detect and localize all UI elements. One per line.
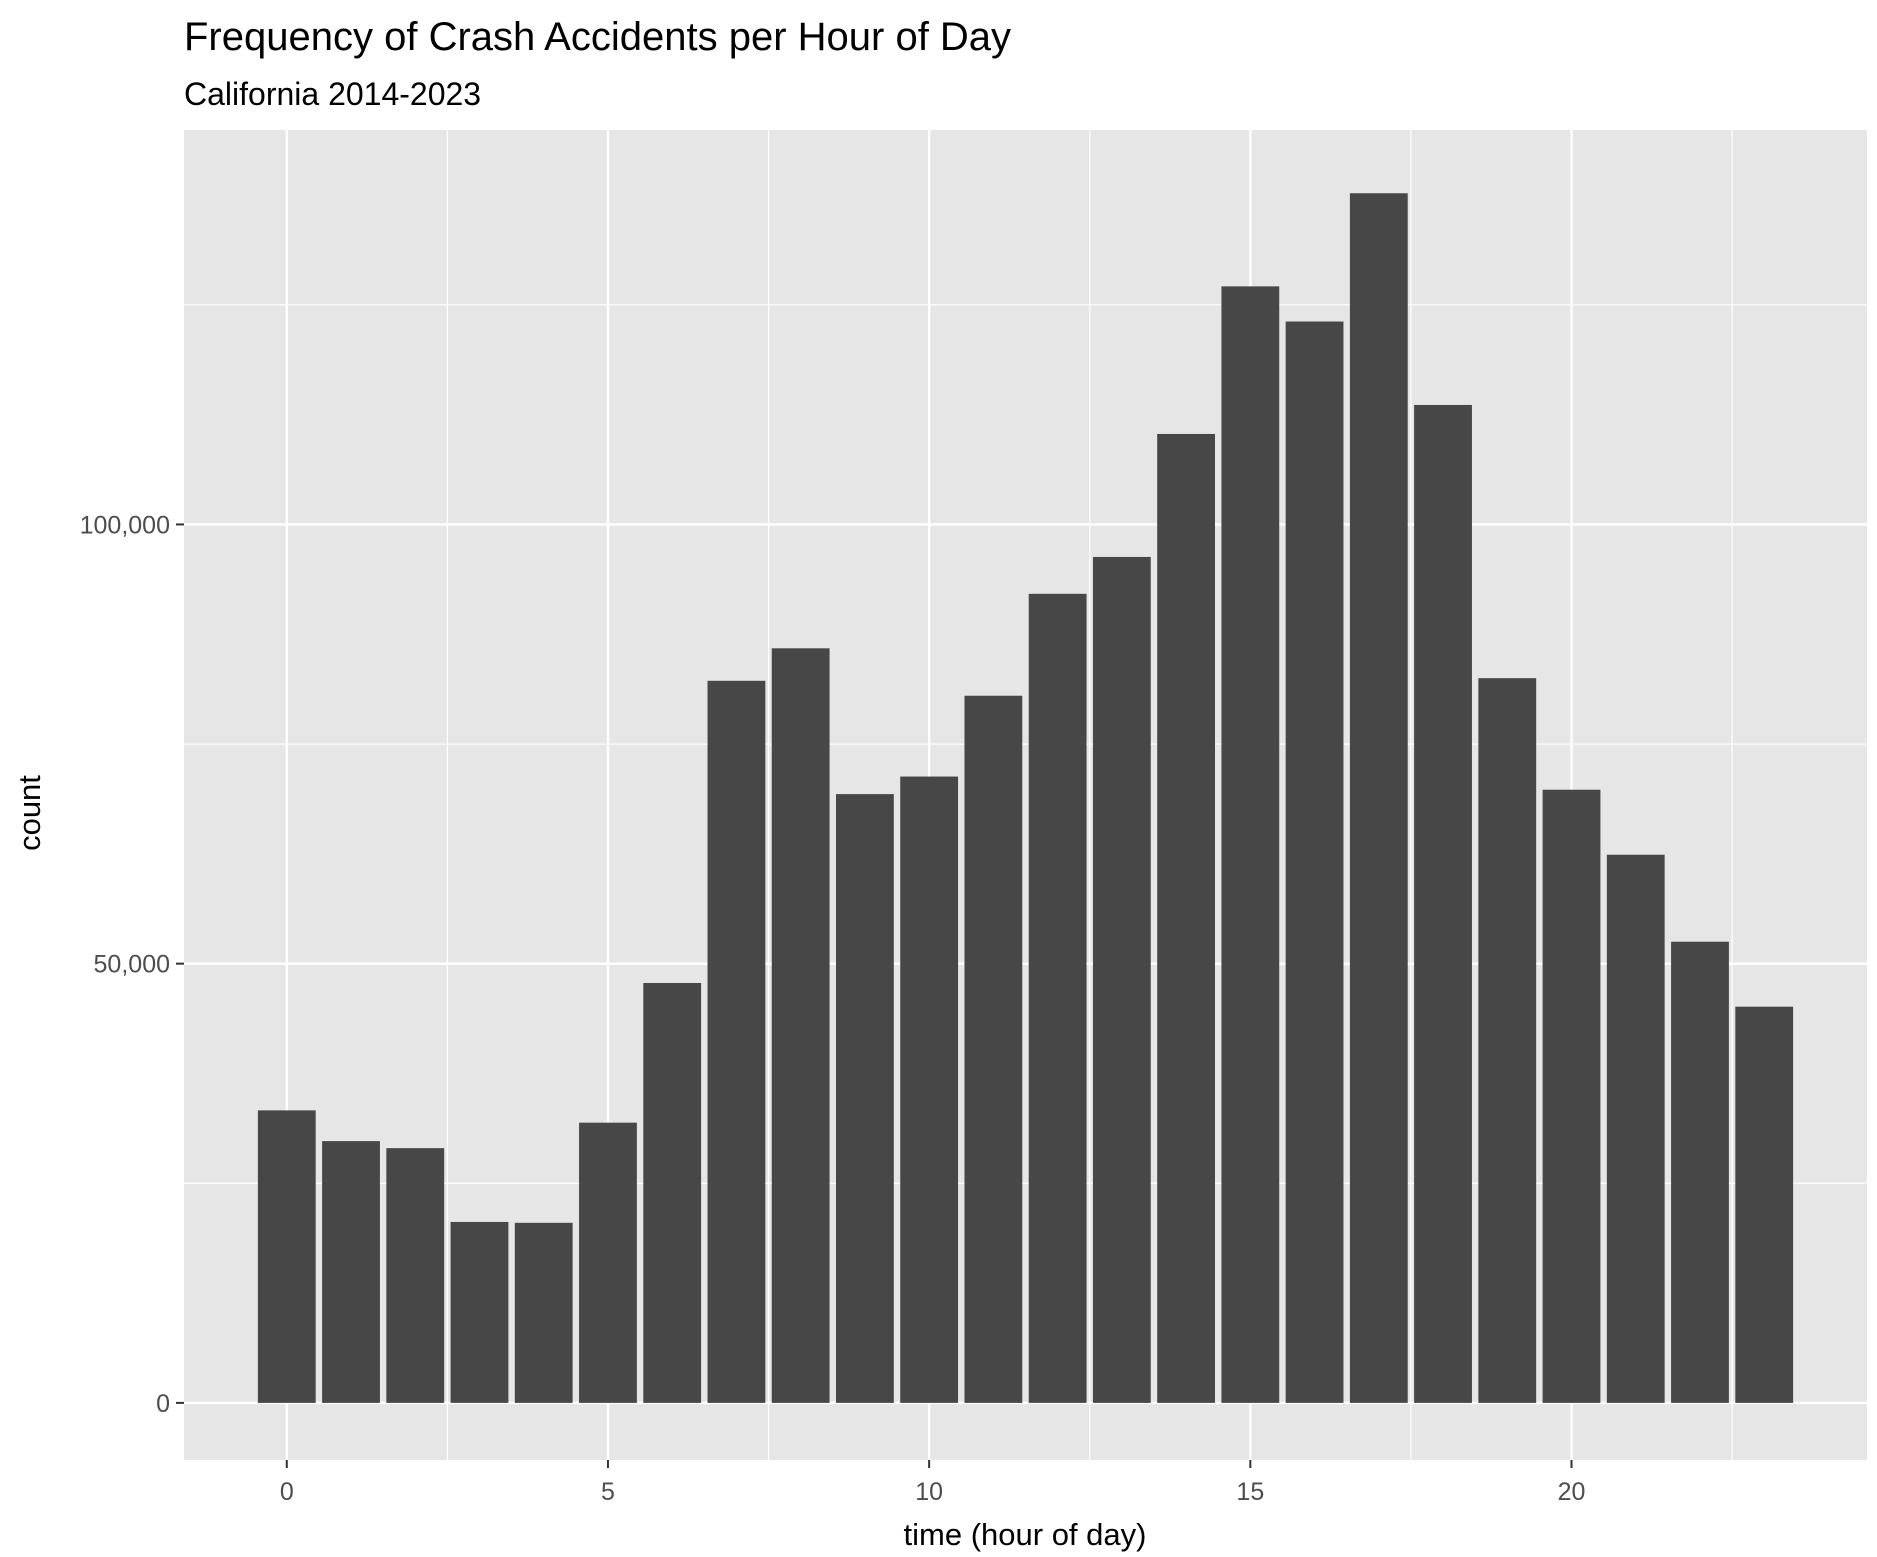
bar-hour-21 <box>1606 854 1665 1403</box>
x-axis: 0 5 10 15 20 <box>280 1460 1586 1506</box>
chart-title: Frequency of Crash Accidents per Hour of… <box>184 15 1011 59</box>
bar-hour-1 <box>322 1141 380 1403</box>
x-axis-title: time (hour of day) <box>904 1517 1147 1552</box>
x-tick-label: 10 <box>915 1478 943 1506</box>
x-tick-label: 5 <box>601 1478 615 1506</box>
y-tick-label: 0 <box>156 1390 170 1418</box>
bar-hour-12 <box>1028 593 1087 1403</box>
bar-hour-8 <box>771 648 830 1403</box>
y-tick-label: 100,000 <box>80 511 170 539</box>
chart-subtitle: California 2014-2023 <box>184 76 481 112</box>
bar-hour-15 <box>1221 286 1280 1403</box>
bars <box>257 193 1794 1403</box>
x-tick-label: 15 <box>1236 1478 1264 1506</box>
bar-hour-7 <box>707 680 766 1403</box>
bar-hour-16 <box>1285 321 1344 1403</box>
y-tick-label: 50,000 <box>94 951 170 979</box>
bar-hour-11 <box>964 695 1023 1403</box>
bar-hour-18 <box>1414 404 1472 1403</box>
bar-hour-3 <box>450 1221 509 1403</box>
bar-hour-10 <box>900 776 959 1403</box>
bar-hour-9 <box>836 794 894 1403</box>
bar-hour-20 <box>1542 789 1601 1403</box>
x-tick-label: 20 <box>1558 1478 1586 1506</box>
bar-hour-2 <box>386 1148 445 1403</box>
bar-hour-17 <box>1349 193 1408 1403</box>
bar-hour-19 <box>1478 678 1537 1403</box>
bar-hour-5 <box>579 1122 637 1403</box>
bar-hour-0 <box>257 1110 316 1403</box>
y-axis-title: count <box>12 775 47 851</box>
bar-hour-13 <box>1092 556 1151 1403</box>
bar-hour-6 <box>643 982 702 1403</box>
bar-hour-14 <box>1157 433 1215 1403</box>
y-axis: 0 50,000 100,000 <box>80 511 184 1418</box>
bar-hour-22 <box>1671 941 1729 1403</box>
bar-hour-4 <box>514 1222 573 1403</box>
bar-hour-23 <box>1735 1006 1794 1403</box>
x-tick-label: 0 <box>280 1478 294 1506</box>
